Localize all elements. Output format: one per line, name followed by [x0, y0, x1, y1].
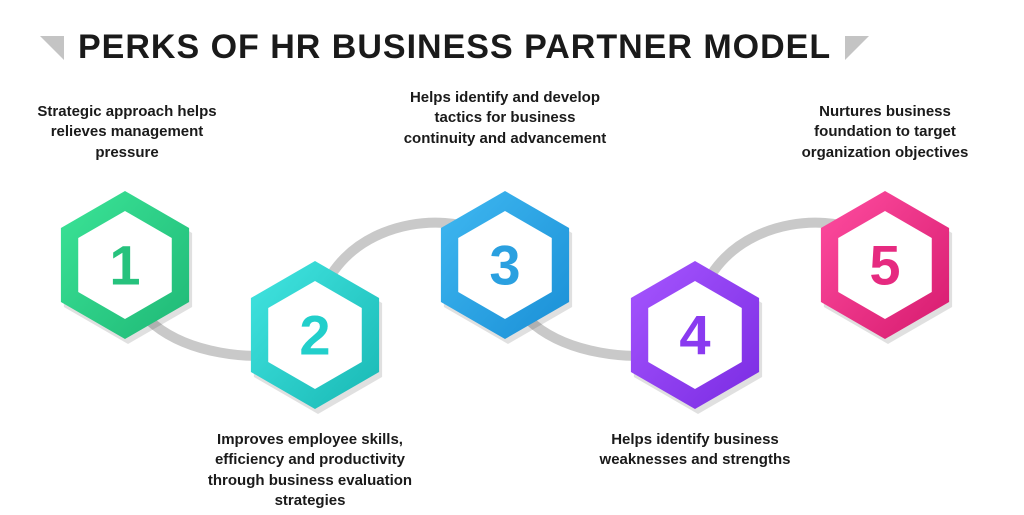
caption-5: Nurtures business foundation to target o…: [780, 102, 990, 163]
caption-1: Strategic approach helps relieves manage…: [22, 102, 232, 163]
hex-number: 2: [299, 303, 330, 368]
hex-number: 1: [109, 233, 140, 298]
page-title: PERKS OF HR BUSINESS PARTNER MODEL: [78, 28, 831, 67]
hex-number: 3: [489, 233, 520, 298]
hex-item-1: 1: [50, 180, 200, 350]
hex-number: 5: [869, 233, 900, 298]
hex-item-4: 4: [620, 250, 770, 420]
hex-item-3: 3: [430, 180, 580, 350]
hex-number: 4: [679, 303, 710, 368]
title-decor-left: [40, 36, 64, 60]
hex-item-5: 5: [810, 180, 960, 350]
hex-item-2: 2: [240, 250, 390, 420]
caption-2: Improves employee skills, efficiency and…: [205, 430, 415, 511]
title-decor-right: [845, 36, 869, 60]
caption-3: Helps identify and develop tactics for b…: [400, 88, 610, 149]
title-bar: PERKS OF HR BUSINESS PARTNER MODEL: [40, 28, 869, 67]
caption-4: Helps identify business weaknesses and s…: [590, 430, 800, 471]
